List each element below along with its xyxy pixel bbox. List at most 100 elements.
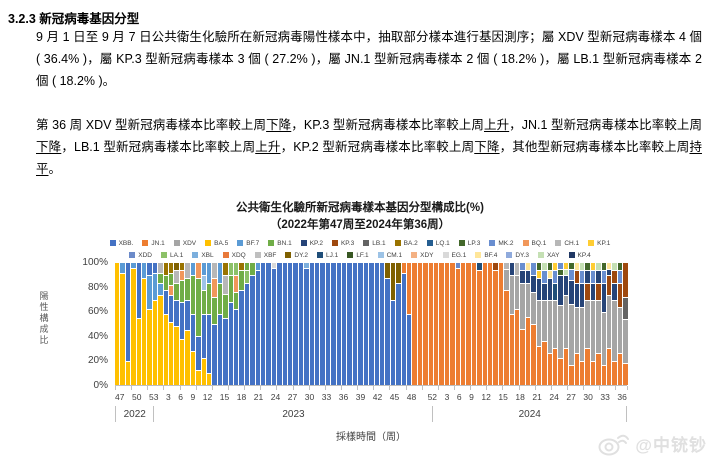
bar-2023-w38	[352, 263, 358, 385]
legend-label: XDY	[420, 251, 434, 259]
legend-swatch	[411, 252, 418, 258]
segment-JN.1	[504, 289, 509, 385]
legend-item-CM.1: CM.1	[377, 252, 402, 259]
bar-2024-w24	[558, 263, 563, 385]
legend-swatch	[588, 240, 595, 246]
x-tick-label: 30	[583, 392, 593, 402]
legend-swatch	[109, 240, 116, 246]
segment-XDV	[520, 282, 525, 329]
bar-2023-w30	[309, 263, 315, 385]
segment-MK.2	[579, 270, 585, 283]
legend-label: KP.3	[340, 239, 355, 247]
legend-label: LA.1	[169, 251, 184, 259]
segment-BN.1	[233, 292, 239, 310]
trend-term: 下降	[474, 140, 500, 154]
x-tick-label: 45	[389, 392, 400, 402]
segment-XDV	[547, 299, 552, 354]
segment-MK.2	[601, 270, 606, 283]
bar-2023-w17	[239, 263, 244, 385]
segment-LA.1	[244, 270, 250, 283]
bar-2023-w15	[228, 263, 233, 385]
legend-label: KP.2	[309, 239, 323, 247]
segment-BF.7	[190, 263, 196, 276]
segment-XDV	[525, 282, 531, 317]
segment-XBB.	[244, 282, 250, 385]
x-tick-label: 3	[444, 392, 450, 402]
paragraph-week36-trends: 第 36 周 XDV 型新冠病毒樣本比率較上周下降，KP.3 型新冠病毒樣本比率…	[36, 114, 702, 180]
legend-swatch	[237, 240, 244, 246]
legend-item-XDY: XDY	[411, 251, 434, 259]
segment-XBB.	[260, 263, 266, 385]
segment-XBB.	[374, 263, 379, 385]
legend-label: XBL	[201, 251, 214, 259]
legend-item-CH.1: CH.1	[555, 240, 579, 247]
segment-KP.2	[569, 280, 574, 305]
segment-BA.5	[152, 299, 158, 385]
segment-KP.3	[612, 270, 617, 283]
segment-JN.1	[509, 314, 515, 385]
segment-KP.2	[558, 275, 563, 305]
bar-2023-w34	[331, 263, 336, 385]
bar-2024-w32	[601, 263, 606, 385]
x-tick-label: 30	[304, 392, 315, 402]
segment-XBB.	[358, 263, 363, 385]
legend-item-XBL: XBL	[192, 251, 214, 259]
segment-XBB.	[271, 267, 277, 385]
bar-2023-w12	[212, 263, 217, 385]
segment-BQ.1	[233, 275, 239, 293]
segment-XBB.	[217, 314, 223, 385]
segment-JN.1	[563, 348, 569, 385]
segment-LJ.1	[552, 282, 558, 300]
segment-XBB.	[185, 299, 190, 331]
segment-XBB.	[277, 263, 282, 385]
segment-JN.1	[585, 348, 590, 385]
segment-LP.3	[547, 263, 552, 271]
legend-swatch	[442, 252, 449, 258]
legend-label: DY.2	[294, 251, 309, 259]
legend-label: KP.1	[597, 239, 611, 247]
bar-2023-w10	[201, 263, 206, 385]
legend-item-LP.3: LP.3	[458, 239, 481, 247]
legend-swatch	[489, 240, 496, 246]
legend-item-LF.1: LF.1	[347, 252, 369, 259]
segment-JN.1	[547, 353, 552, 385]
segment-XBB.	[363, 263, 369, 385]
legend-label: LP.3	[467, 239, 481, 247]
bar-2023-w20	[255, 263, 260, 385]
segment-BN.1	[169, 272, 174, 285]
segment-JN.1	[450, 263, 455, 385]
legend-item-EG.1: EG.1	[442, 252, 466, 259]
chart-subtitle: （2022年第47周至2024年第36周）	[269, 219, 451, 231]
paragraph-text: ，其他型新冠病毒樣本比率較上周	[499, 140, 690, 154]
x-tick-label: 36	[338, 392, 349, 402]
segment-JN.1	[477, 270, 482, 385]
segment-XBB.	[304, 267, 309, 385]
segment-BA.5	[163, 314, 169, 385]
segment-BN.1	[179, 280, 185, 303]
segment-XBB.	[255, 270, 260, 385]
segment-JN.1	[531, 324, 536, 385]
segment-JN.1	[428, 263, 433, 385]
y-tick-label: 80%	[87, 281, 108, 293]
bar-2023-w11	[206, 263, 212, 385]
bar-2023-w39	[358, 263, 363, 385]
segment-CH.1	[212, 263, 217, 278]
segment-BN.1	[244, 263, 250, 271]
bar-2022-w48	[120, 263, 125, 385]
bar-2024-w34	[612, 263, 617, 385]
segment-BF.4	[547, 270, 552, 278]
segment-XDV	[558, 304, 563, 359]
segment-XBB.	[125, 263, 131, 361]
segment-XBB.	[174, 299, 179, 327]
x-tick-label: 15	[498, 392, 508, 402]
segment-BA.2	[163, 263, 169, 276]
segment-XBB.	[369, 263, 374, 385]
bar-2024-w8	[471, 263, 477, 385]
x-tick-label: 3	[166, 392, 171, 402]
bar-2022-w51	[136, 263, 142, 385]
segment-XDV	[531, 292, 536, 324]
bar-2023-w21	[260, 263, 266, 385]
segment-JN.1	[601, 365, 606, 385]
segment-XDV	[563, 294, 569, 349]
segment-BN.1	[163, 275, 169, 290]
